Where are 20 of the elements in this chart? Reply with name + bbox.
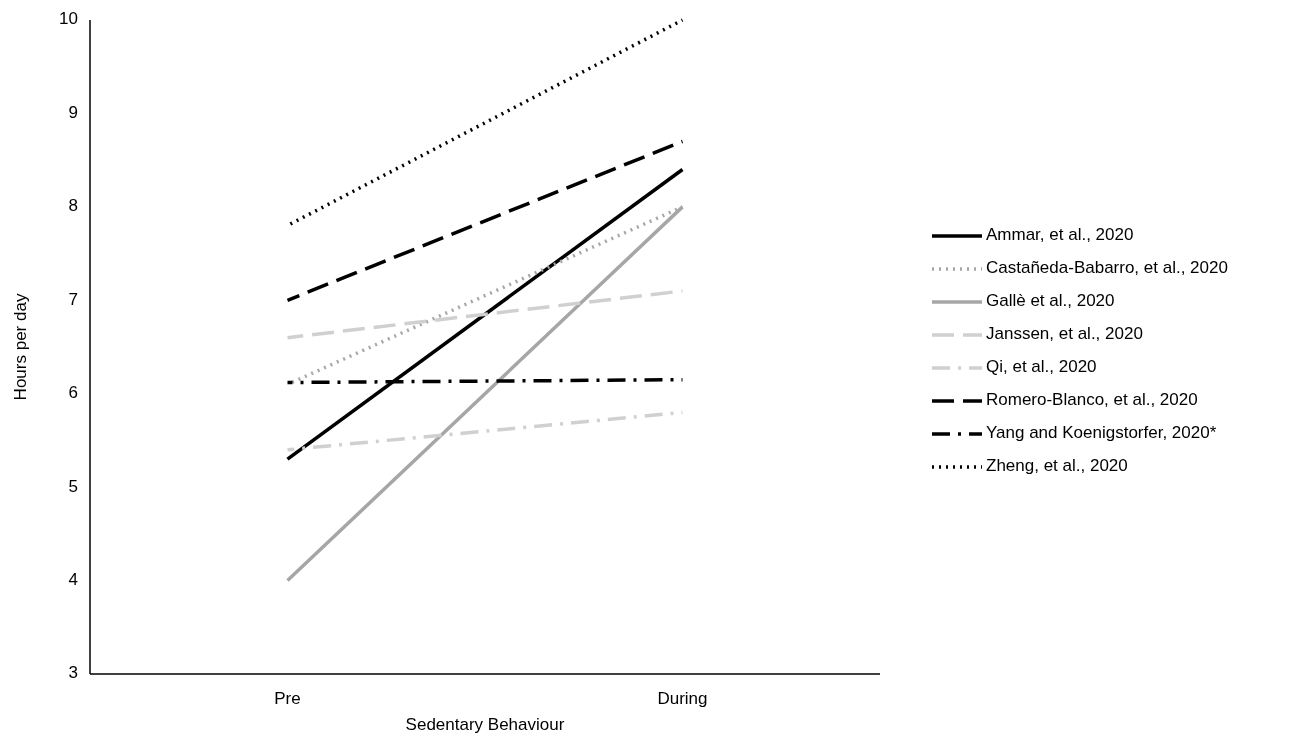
y-axis-title: Hours per day	[11, 293, 30, 401]
legend-label: Gallè et al., 2020	[986, 291, 1115, 311]
legend-label: Ammar, et al., 2020	[986, 225, 1134, 245]
legend-label: Janssen, et al., 2020	[986, 324, 1143, 344]
legend-label: Zheng, et al., 2020	[986, 456, 1128, 476]
legend-label: Qi, et al., 2020	[986, 357, 1097, 377]
y-tick-label: 10	[59, 9, 78, 29]
y-tick-label: 3	[68, 663, 78, 683]
y-tick-label: 6	[68, 383, 78, 403]
y-tick-label: 5	[68, 476, 78, 496]
x-tick-label: During	[657, 689, 708, 708]
y-tick-label: 8	[68, 196, 78, 216]
y-tick-label: 9	[68, 102, 78, 122]
legend-label: Castañeda-Babarro, et al., 2020	[986, 258, 1228, 278]
y-tick-label: 4	[68, 570, 78, 590]
legend-label: Romero-Blanco, et al., 2020	[986, 390, 1198, 410]
x-tick-label: Pre	[274, 689, 301, 708]
legend-label: Yang and Koenigstorfer, 2020*	[986, 423, 1217, 443]
x-axis-title: Sedentary Behaviour	[405, 715, 565, 734]
y-tick-label: 7	[68, 289, 78, 309]
